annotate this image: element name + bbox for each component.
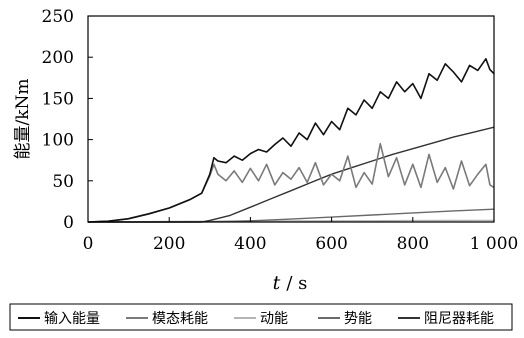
- legend-label-4: 势能: [344, 311, 372, 327]
- legend-label-1: 输入能量: [44, 311, 100, 327]
- y-tick-label: 0: [63, 213, 74, 233]
- x-tick-label: 0: [83, 234, 94, 254]
- x-tick-label: 400: [234, 234, 266, 254]
- x-tick-label: 800: [397, 234, 429, 254]
- legend-label-3: 动能: [260, 311, 288, 327]
- y-tick-label: 50: [52, 172, 74, 192]
- y-tick-label: 250: [42, 7, 74, 27]
- legend-label-2: 模态耗能: [152, 311, 208, 327]
- series-line-5: [88, 126, 495, 223]
- series-line-2: [87, 142, 495, 223]
- x-axis-variable: t: [273, 272, 281, 294]
- legend-label-5: 阻尼器耗能: [424, 311, 494, 327]
- plot-frame: [87, 15, 495, 223]
- series-line-1: [87, 57, 495, 223]
- x-axis-unit: / s: [286, 273, 307, 294]
- x-tick-label: 200: [153, 234, 185, 254]
- legend: 输入能量 模态耗能 动能 势能 阻尼器耗能: [18, 311, 494, 327]
- x-tick-label: 600: [315, 234, 347, 254]
- x-axis-label: t / s: [273, 272, 308, 294]
- series-layer: [87, 57, 495, 223]
- tick-layer: 0 200 400 600 800 1 000 0 50 100 150 200 250: [42, 7, 519, 254]
- legend-box: [9, 303, 513, 331]
- y-tick-label: 100: [42, 131, 74, 151]
- y-tick-label: 200: [42, 48, 74, 68]
- y-axis-label: 能量/kNm: [13, 78, 33, 159]
- y-tick-label: 150: [42, 89, 74, 109]
- x-tick-label: 1 000: [470, 234, 519, 254]
